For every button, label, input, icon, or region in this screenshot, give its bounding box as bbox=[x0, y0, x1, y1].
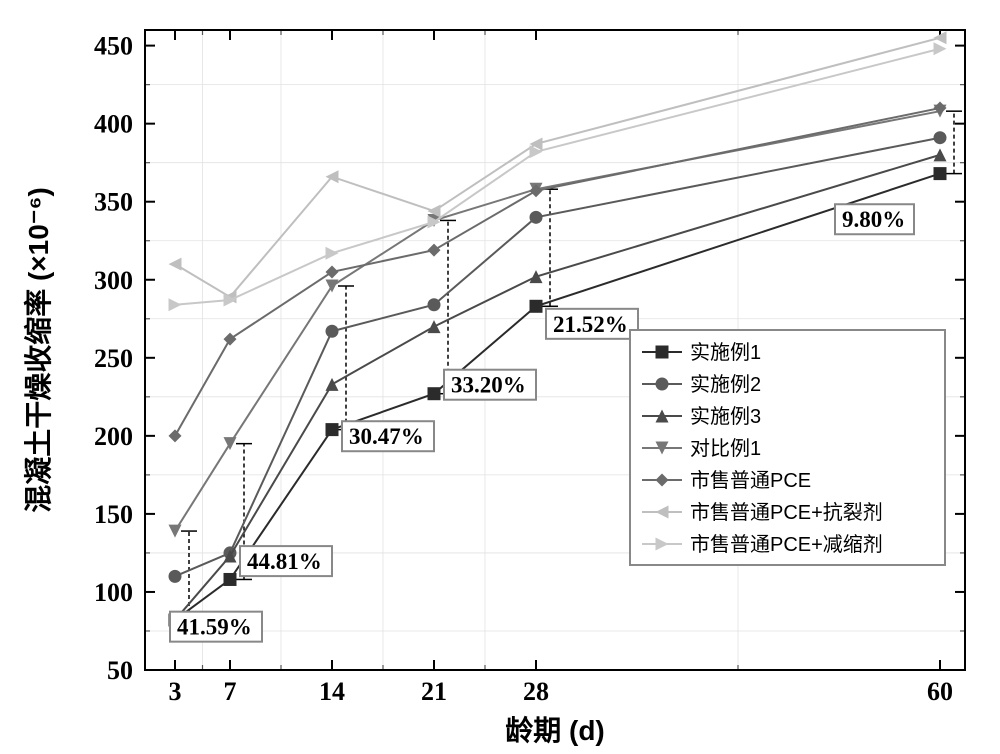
svg-text:250: 250 bbox=[94, 344, 133, 373]
annotation-text: 33.20% bbox=[451, 373, 526, 398]
chart-container: { "chart": { "type": "line", "width": 10… bbox=[0, 0, 1000, 754]
svg-text:450: 450 bbox=[94, 32, 133, 61]
svg-text:50: 50 bbox=[107, 656, 133, 685]
legend-label: 实施例2 bbox=[690, 373, 761, 396]
svg-text:350: 350 bbox=[94, 188, 133, 217]
svg-text:60: 60 bbox=[927, 677, 953, 706]
annotation-bracket bbox=[542, 189, 558, 306]
annotation-bracket bbox=[338, 286, 354, 430]
svg-text:400: 400 bbox=[94, 110, 133, 139]
svg-text:200: 200 bbox=[94, 422, 133, 451]
svg-text:7: 7 bbox=[224, 677, 237, 706]
svg-text:21: 21 bbox=[421, 677, 447, 706]
y-axis-label: 混凝土干燥收缩率 (×10⁻⁶) bbox=[22, 187, 54, 513]
series-s6 bbox=[169, 31, 947, 303]
svg-text:150: 150 bbox=[94, 500, 133, 529]
legend-label: 实施例3 bbox=[690, 405, 761, 428]
legend-label: 市售普通PCE bbox=[690, 469, 811, 492]
annotation-text: 21.52% bbox=[553, 312, 628, 337]
legend-label: 实施例1 bbox=[690, 341, 761, 364]
annotation-text: 9.80% bbox=[842, 207, 905, 232]
annotation-text: 30.47% bbox=[349, 424, 424, 449]
svg-text:28: 28 bbox=[523, 677, 549, 706]
x-axis-label: 龄期 (d) bbox=[505, 715, 605, 746]
chart-svg: 50 100 150 200 250 300 350 400 450 3 7 14 21 28 60 41.5… bbox=[0, 0, 1000, 754]
svg-text:3: 3 bbox=[169, 677, 182, 706]
annotation-text: 44.81% bbox=[247, 549, 322, 574]
svg-text:14: 14 bbox=[319, 677, 345, 706]
svg-text:300: 300 bbox=[94, 266, 133, 295]
legend-label: 对比例1 bbox=[690, 437, 761, 460]
legend-label: 市售普通PCE+抗裂剂 bbox=[690, 501, 883, 524]
annotation-text: 41.59% bbox=[177, 615, 252, 640]
svg-text:100: 100 bbox=[94, 578, 133, 607]
annotation-bracket bbox=[946, 111, 962, 173]
legend-label: 市售普通PCE+减缩剂 bbox=[690, 533, 883, 556]
annotation-bracket bbox=[440, 220, 456, 393]
